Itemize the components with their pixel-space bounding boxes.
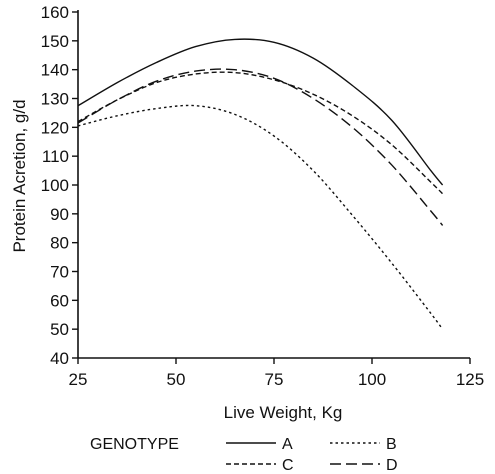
x-tick-label: 25	[69, 370, 88, 389]
x-tick-label: 100	[358, 370, 386, 389]
legend-label-d: D	[386, 457, 398, 474]
y-axis-title: Protein Acretion, g/d	[10, 99, 29, 252]
y-tick-label: 150	[41, 32, 69, 51]
y-tick-label: 120	[41, 118, 69, 137]
legend-title: GENOTYPE	[90, 436, 179, 453]
y-axis-ticks: 40 50 60 70 80 90 100 110 120 130 140 150 160	[41, 3, 78, 368]
legend-label-a: A	[282, 436, 293, 453]
y-tick-label: 130	[41, 90, 69, 109]
series-line-c	[77, 71, 444, 195]
x-tick-label: 50	[167, 370, 186, 389]
y-tick-label: 90	[50, 205, 69, 224]
series-line-b	[77, 104, 444, 330]
x-tick-label: 75	[265, 370, 284, 389]
series-lines	[77, 38, 444, 330]
y-tick-label: 110	[42, 147, 69, 166]
series-line-d	[77, 68, 444, 226]
y-tick-label: 60	[50, 291, 69, 310]
legend-label-c: C	[282, 457, 294, 474]
series-line-a	[77, 38, 444, 186]
legend-label-b: B	[386, 436, 397, 453]
legend: GENOTYPE A B C D	[90, 436, 398, 474]
y-tick-label: 140	[41, 61, 69, 80]
y-tick-label: 160	[41, 3, 69, 22]
x-tick-label: 125	[456, 370, 484, 389]
y-tick-label: 100	[41, 176, 69, 195]
y-tick-label: 40	[50, 349, 69, 368]
x-axis-title: Live Weight, Kg	[224, 403, 343, 422]
axes	[77, 10, 470, 359]
y-tick-label: 70	[50, 263, 69, 282]
y-tick-label: 50	[50, 320, 69, 339]
y-tick-label: 80	[50, 234, 69, 253]
x-axis-ticks: 25 50 75 100 125	[69, 358, 484, 389]
